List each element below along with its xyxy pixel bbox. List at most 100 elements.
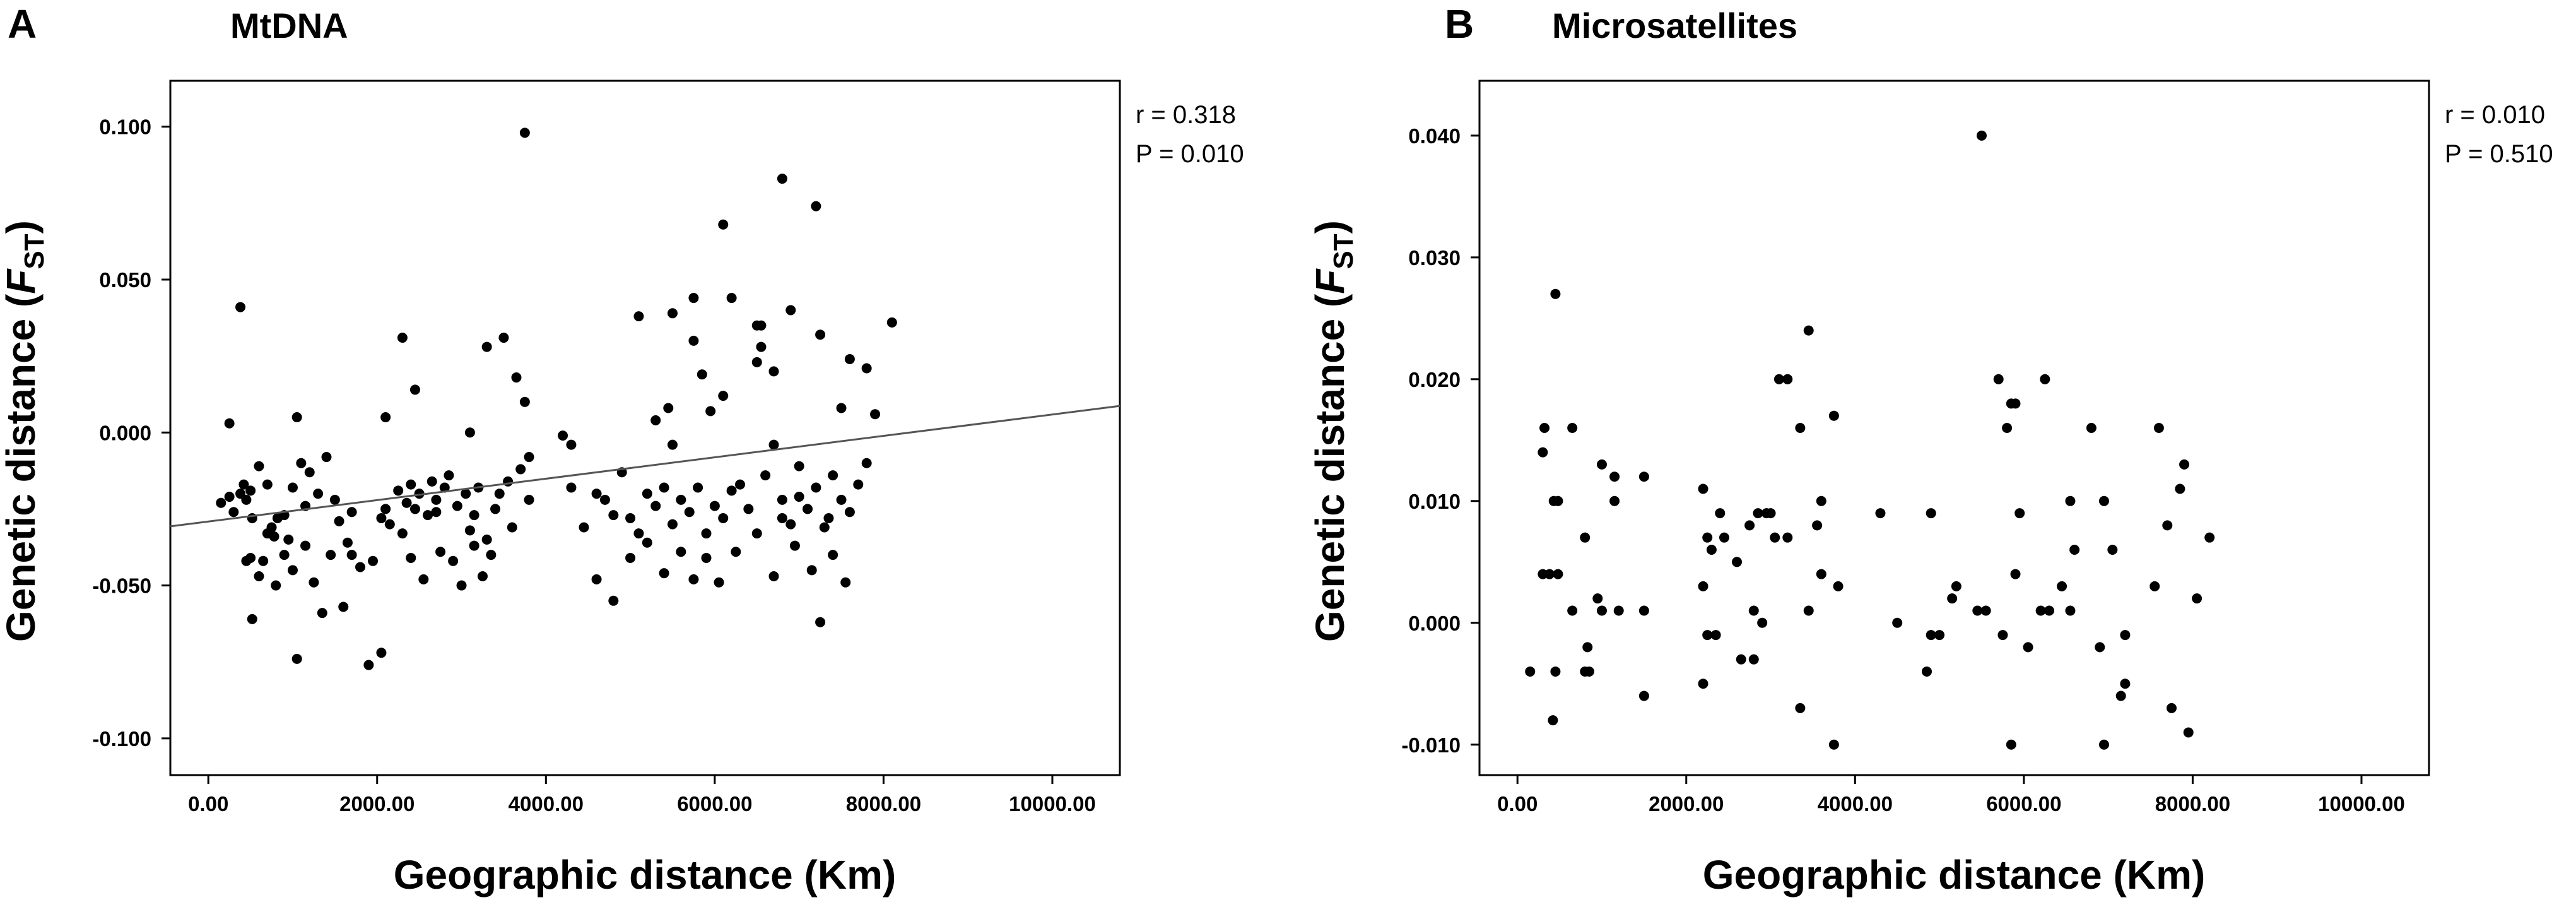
data-point-a bbox=[380, 412, 391, 423]
data-point-b bbox=[2179, 459, 2190, 470]
data-point-a bbox=[216, 497, 226, 508]
data-point-a bbox=[414, 489, 425, 499]
data-point-b bbox=[1748, 654, 1759, 665]
data-point-a bbox=[397, 528, 408, 539]
data-point-b bbox=[1744, 520, 1755, 531]
data-point-a bbox=[608, 510, 619, 521]
data-point-a bbox=[811, 201, 821, 211]
data-point-b bbox=[2057, 581, 2067, 591]
data-point-a bbox=[718, 391, 729, 401]
data-point-b bbox=[1795, 702, 1806, 713]
data-point-a bbox=[247, 614, 257, 624]
data-point-a bbox=[326, 550, 336, 560]
data-point-a bbox=[376, 648, 387, 658]
data-point-a bbox=[688, 574, 699, 584]
data-point-a bbox=[861, 363, 872, 374]
x-tick-label-b: 2000.00 bbox=[1649, 792, 1724, 815]
data-point-a bbox=[714, 577, 724, 588]
data-point-a bbox=[650, 501, 661, 511]
data-point-a bbox=[291, 653, 302, 664]
data-point-a bbox=[393, 485, 404, 496]
data-point-a bbox=[688, 293, 699, 304]
data-point-b bbox=[1773, 374, 1784, 384]
data-point-b bbox=[1748, 605, 1759, 616]
plot-frame-b bbox=[1478, 80, 2430, 776]
data-point-a bbox=[760, 470, 771, 481]
y-tick-label-b: -0.010 bbox=[1401, 733, 1461, 757]
scatter-points-b bbox=[1525, 130, 2215, 750]
data-point-a bbox=[667, 308, 678, 319]
data-point-a bbox=[423, 510, 433, 521]
data-point-b bbox=[1892, 617, 1903, 628]
data-point-b bbox=[2166, 702, 2177, 713]
data-point-a bbox=[697, 369, 707, 380]
y-axis-title-a-close: ) bbox=[0, 220, 44, 234]
data-point-b bbox=[1951, 581, 1961, 591]
data-point-a bbox=[342, 537, 353, 548]
data-point-a bbox=[608, 595, 619, 606]
data-point-a bbox=[431, 494, 442, 505]
data-point-a bbox=[258, 555, 269, 566]
panel-letter-a: A bbox=[8, 1, 37, 47]
data-point-b bbox=[1550, 288, 1561, 299]
data-point-a bbox=[599, 494, 610, 505]
data-point-a bbox=[444, 470, 454, 481]
data-point-a bbox=[566, 439, 577, 450]
data-point-a bbox=[461, 489, 471, 499]
data-point-a bbox=[701, 552, 712, 563]
data-point-a bbox=[262, 479, 273, 490]
data-point-a bbox=[768, 571, 779, 582]
data-point-a bbox=[486, 550, 497, 560]
y-tick-label-a: -0.100 bbox=[92, 727, 151, 750]
data-point-b bbox=[1582, 642, 1593, 653]
data-point-b bbox=[2065, 495, 2076, 506]
y-axis-title-a-main: Genetic distance ( bbox=[0, 293, 44, 642]
data-point-a bbox=[238, 479, 249, 490]
data-point-b bbox=[2175, 483, 2185, 494]
tick-group-b: 0.00 2000.00 4000.00 6000.00 8000.00 10000.00… bbox=[1401, 124, 2404, 815]
data-point-a bbox=[291, 412, 302, 423]
data-point-a bbox=[490, 504, 501, 514]
data-point-a bbox=[469, 540, 479, 551]
data-point-a bbox=[785, 519, 796, 530]
data-point-a bbox=[426, 476, 437, 487]
data-point-a bbox=[384, 519, 395, 530]
data-point-b bbox=[1993, 374, 2004, 384]
y-axis-title-b: Genetic distance (FST) bbox=[1307, 220, 1359, 642]
data-point-a bbox=[828, 550, 838, 560]
data-point-b bbox=[1926, 508, 1936, 519]
data-point-a bbox=[481, 341, 492, 352]
stat-p-a: P = 0.010 bbox=[1136, 140, 1244, 168]
data-point-a bbox=[625, 513, 636, 523]
data-point-b bbox=[1567, 423, 1578, 433]
data-point-a bbox=[309, 577, 319, 588]
panel-title-microsatellites: Microsatellites bbox=[1552, 6, 1797, 45]
data-point-a bbox=[768, 366, 779, 377]
data-point-b bbox=[1715, 508, 1726, 519]
data-point-a bbox=[803, 504, 813, 514]
data-point-a bbox=[313, 489, 324, 499]
data-point-a bbox=[452, 501, 462, 511]
data-point-a bbox=[844, 353, 855, 364]
data-point-a bbox=[777, 513, 787, 523]
data-point-a bbox=[481, 534, 492, 545]
data-point-a bbox=[789, 540, 800, 551]
y-tick-label-a: 0.100 bbox=[99, 116, 151, 139]
data-point-b bbox=[1702, 532, 1713, 543]
data-point-b bbox=[2098, 495, 2109, 506]
data-point-a bbox=[334, 516, 344, 526]
data-point-b bbox=[1980, 605, 1991, 616]
data-point-a bbox=[329, 494, 340, 505]
data-point-b bbox=[1592, 593, 1603, 604]
data-point-b bbox=[2069, 544, 2080, 555]
data-point-b bbox=[1580, 532, 1591, 543]
data-point-a bbox=[317, 608, 327, 619]
data-point-a bbox=[254, 571, 264, 582]
data-point-b bbox=[1875, 508, 1886, 519]
data-point-a bbox=[477, 571, 488, 582]
data-point-b bbox=[1803, 325, 1814, 336]
data-point-b bbox=[1782, 374, 1793, 384]
data-point-a bbox=[650, 415, 661, 425]
data-point-a bbox=[346, 507, 357, 518]
data-point-a bbox=[591, 574, 602, 584]
